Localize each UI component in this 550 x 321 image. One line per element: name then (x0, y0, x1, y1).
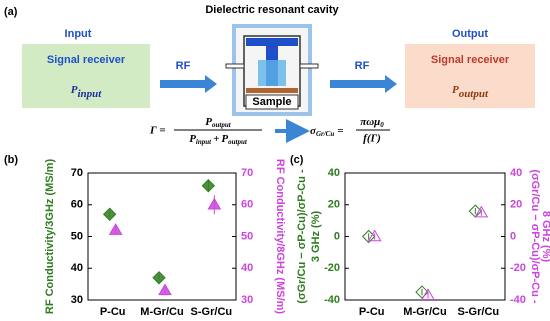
marker (474, 205, 489, 218)
panel-label: (a) (4, 6, 18, 18)
marker (152, 271, 166, 285)
y2-tick-label: 20 (510, 199, 522, 211)
gamma-denominator: Pinput + Poutput (189, 133, 248, 146)
y2-tick-label: 30 (241, 294, 253, 306)
input-box (22, 44, 150, 108)
y-tick-label: -40 (324, 294, 340, 306)
y2-tick-label: -40 (510, 294, 526, 306)
output-box-title: Signal receiver (431, 54, 510, 66)
marker (415, 285, 429, 299)
y-tick-label: 0 (334, 230, 340, 242)
marker (108, 223, 123, 235)
y2-tick-label: -20 (510, 262, 526, 274)
input-box-title: Signal receiver (47, 54, 126, 66)
y2-tick-label: 70 (241, 167, 253, 179)
y2-axis-label: RF Conductivity/8GHz (MS/m) (274, 159, 286, 315)
output-power: Poutput (452, 84, 489, 100)
marker (201, 178, 216, 193)
y2-tick-label: 0 (510, 230, 516, 242)
x-tick-label: S-Gr/Cu (191, 306, 233, 318)
x-tick-label: P-Cu (100, 306, 126, 318)
y-tick-label: 70 (71, 167, 83, 179)
panel-label: (b) (4, 154, 18, 166)
y-tick-label: 40 (328, 167, 340, 179)
sample-label: Sample (252, 96, 291, 108)
y-tick-label: 40 (71, 262, 83, 274)
x-tick-label: S-Gr/Cu (458, 306, 500, 318)
y2-axis-label: (σGr/Cu − σP-Cu)/σP-Cu - (529, 169, 541, 303)
marker (421, 288, 435, 300)
y-axis-label: 3 GHz (%) (310, 210, 322, 262)
y-tick-label: 50 (71, 230, 83, 242)
sigma-lhs: σGr/Cu = (310, 125, 344, 138)
output-heading: Output (452, 28, 488, 40)
probe (299, 63, 319, 69)
y-tick-label: -20 (324, 262, 340, 274)
x-tick-label: M-Gr/Cu (140, 306, 183, 318)
x-tick-label: M-Gr/Cu (403, 306, 446, 318)
resonator-top (246, 38, 298, 46)
marker (367, 229, 382, 242)
y-tick-label: 30 (71, 294, 83, 306)
cavity-title: Dielectric resonant cavity (205, 4, 339, 16)
panel-label: (c) (290, 154, 304, 166)
y2-tick-label: 60 (241, 199, 253, 211)
rf-label: RF (176, 60, 191, 72)
sample-box (245, 94, 299, 110)
input-heading: Input (65, 28, 92, 40)
x-tick-label: P-Cu (359, 306, 385, 318)
y2-tick-label: 40 (510, 167, 522, 179)
marker (207, 197, 222, 210)
output-box (405, 44, 535, 108)
marker (158, 283, 172, 296)
dielectric (258, 60, 286, 86)
sample-plate (246, 88, 298, 93)
y2-tick-label: 50 (241, 230, 253, 242)
y-axis-label: (σGr/Cu − σP-Cu)/σP-Cu - (296, 169, 308, 303)
y2-axis-label: 8 GHz (%) (540, 211, 550, 263)
rf-label: RF (355, 60, 370, 72)
gamma-numerator: Poutput (205, 116, 231, 129)
y-tick-label: 60 (71, 199, 83, 211)
y-axis-label: RF Conductivity/3GHz (MS/m) (44, 159, 56, 315)
sigma-numerator: πωμ0 (360, 116, 384, 129)
marker (102, 207, 117, 221)
y-tick-label: 20 (328, 199, 340, 211)
gamma-lhs: Γ = (149, 125, 165, 137)
arrow (160, 75, 217, 93)
arrow (330, 75, 397, 93)
input-power: Pinput (71, 84, 103, 100)
sigma-denominator: f(Γ) (363, 133, 381, 145)
probe (225, 63, 245, 69)
y2-tick-label: 40 (241, 262, 253, 274)
